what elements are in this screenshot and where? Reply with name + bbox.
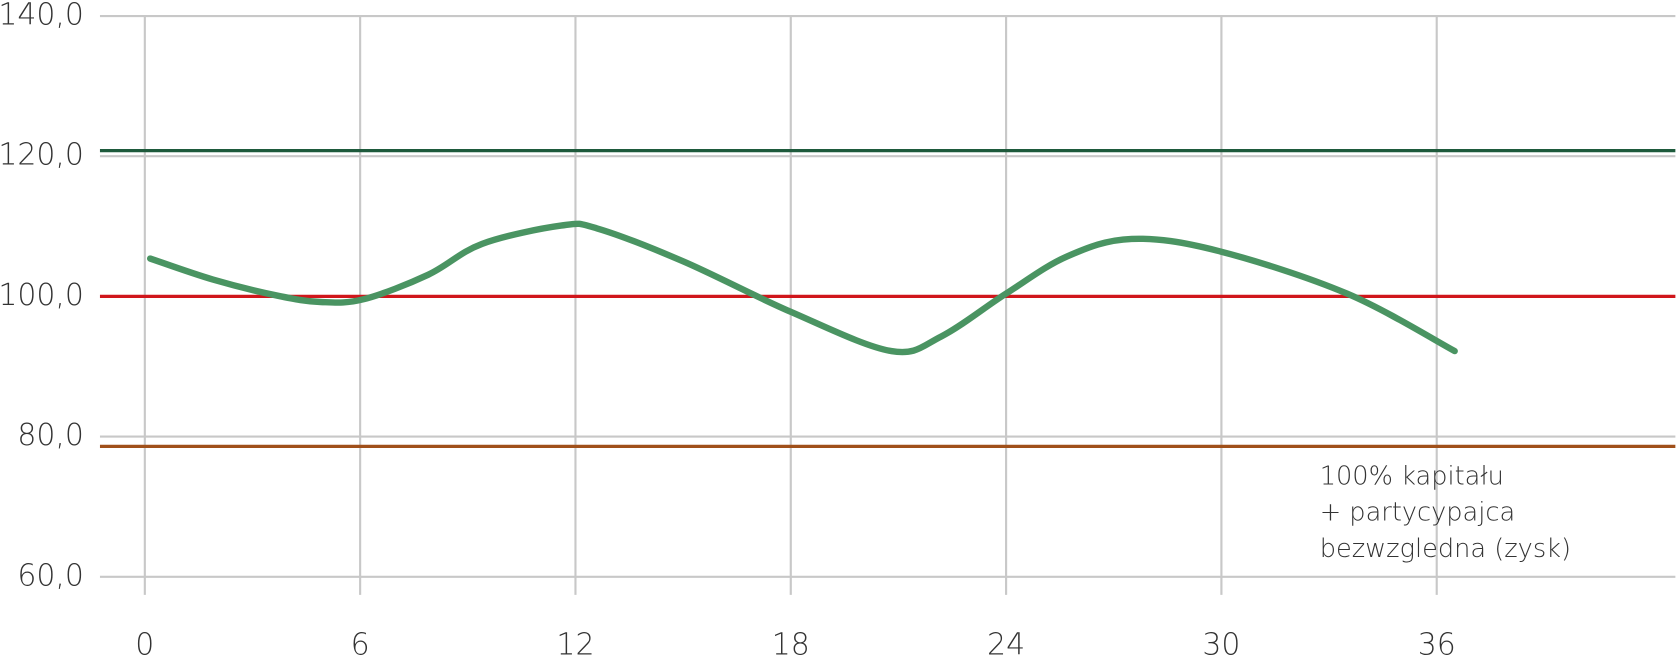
x-tick-label: 18 [772, 628, 810, 659]
reference-lines [99, 148, 1676, 448]
y-tick-label: 100,0 [0, 278, 84, 313]
x-tick-label: 36 [1418, 628, 1456, 659]
x-tick-label: 6 [351, 628, 370, 659]
series [146, 220, 1458, 356]
y-tick-label: 120,0 [0, 138, 84, 173]
annotation: 100% kapitału [1320, 461, 1504, 491]
y-tick-label: 60,0 [17, 558, 84, 593]
x-tick-label: 12 [556, 628, 594, 659]
y-tick-label: 80,0 [17, 418, 84, 453]
x-tick-label: 24 [987, 628, 1025, 659]
y-tick-label: 140,0 [0, 0, 84, 33]
x-tick-label: 0 [135, 628, 154, 659]
labels: 100% kapitału + partycypajca bezwzgledna… [0, 0, 1571, 659]
data-line [146, 220, 1458, 356]
x-tick-label: 30 [1202, 628, 1240, 659]
annotation: bezwzgledna (zysk) [1320, 534, 1571, 564]
annotation: + partycypajca [1320, 498, 1515, 528]
